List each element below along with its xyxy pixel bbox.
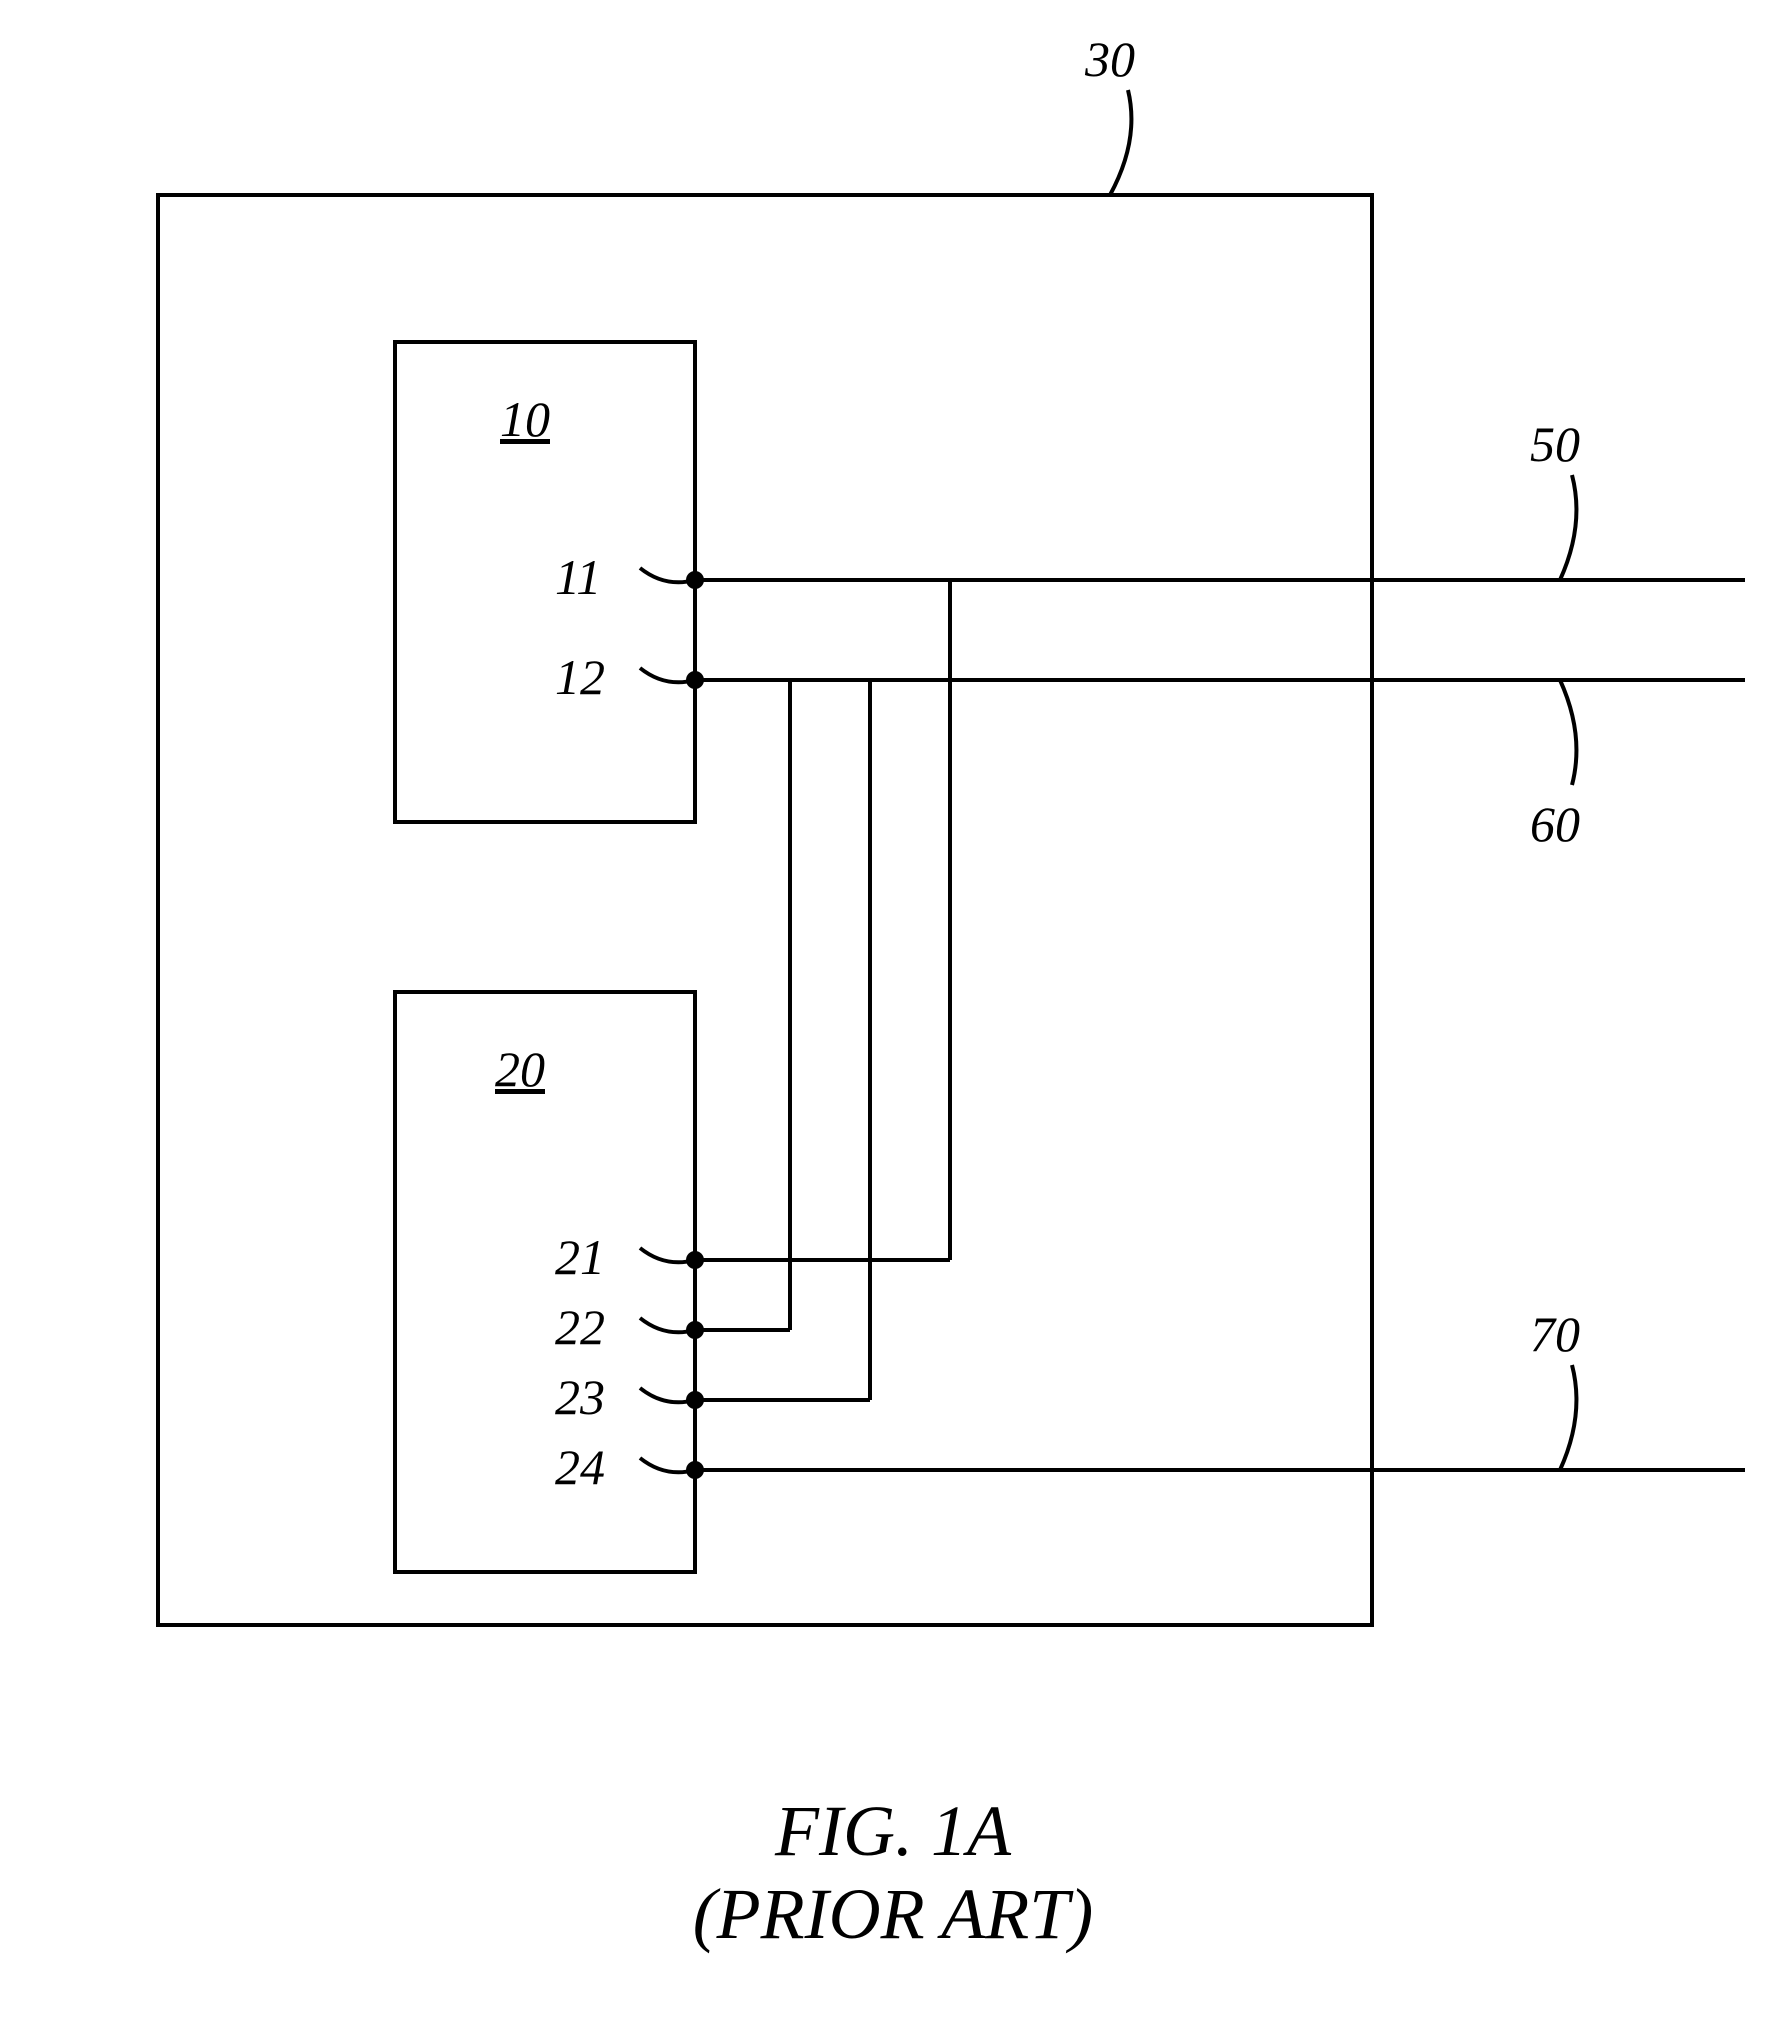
label-21: 21 (555, 1228, 605, 1286)
label-20: 20 (495, 1040, 545, 1098)
label-12: 12 (555, 648, 605, 706)
label-10: 10 (500, 390, 550, 448)
label-24: 24 (555, 1438, 605, 1496)
diagram-svg (0, 0, 1786, 2036)
caption-line1: FIG. 1A (0, 1790, 1786, 1873)
label-30: 30 (1085, 30, 1135, 88)
label-60: 60 (1530, 795, 1580, 853)
figure-caption: FIG. 1A (PRIOR ART) (0, 1790, 1786, 1956)
label-22: 22 (555, 1298, 605, 1356)
label-23: 23 (555, 1368, 605, 1426)
caption-line2: (PRIOR ART) (0, 1873, 1786, 1956)
diagram-stage: 30 10 20 11 12 21 22 23 24 50 60 70 FIG.… (0, 0, 1786, 2036)
label-70: 70 (1530, 1305, 1580, 1363)
label-50: 50 (1530, 415, 1580, 473)
label-11: 11 (555, 548, 601, 606)
